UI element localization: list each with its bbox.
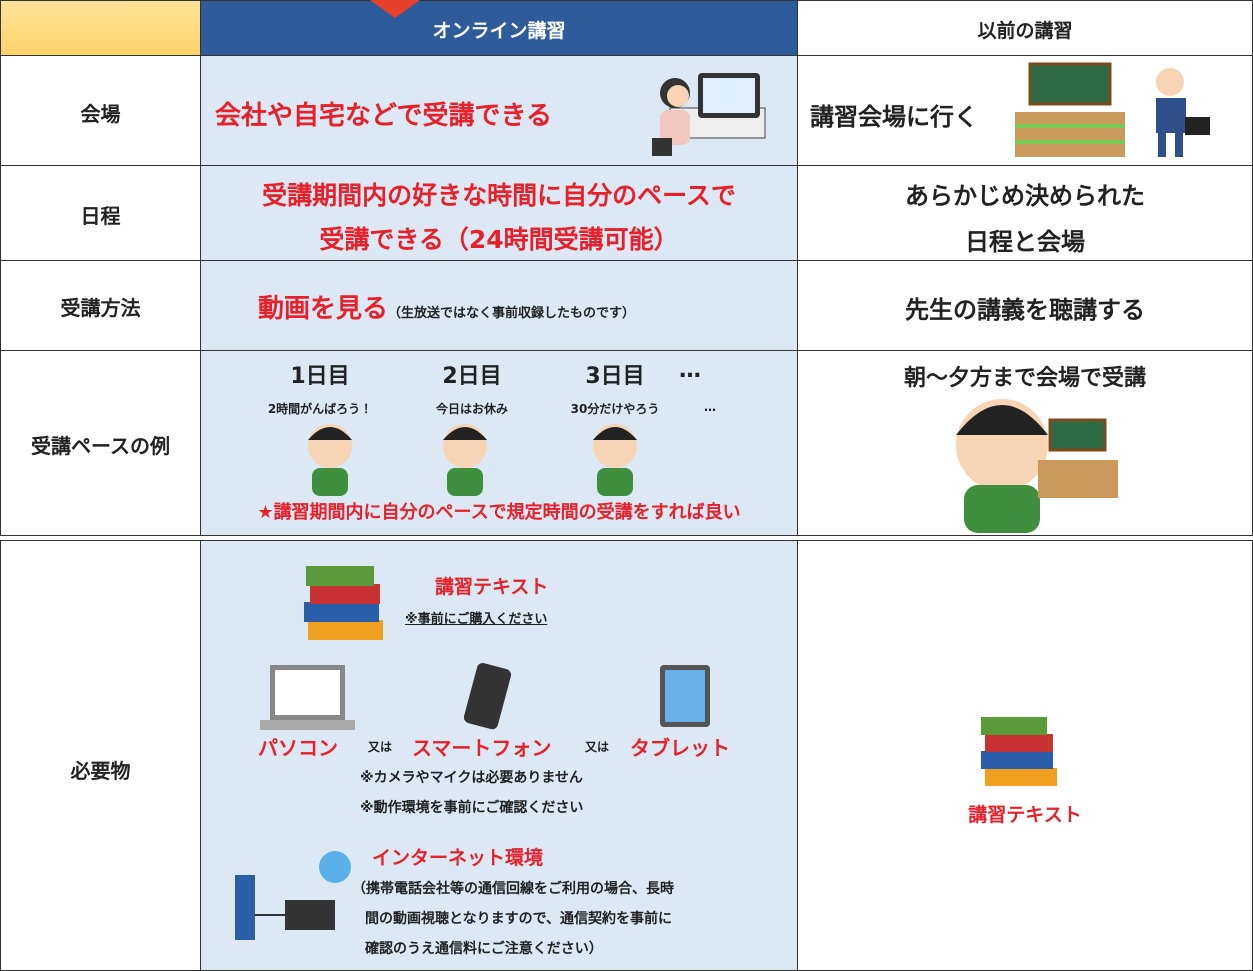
plan: 今日はお休み <box>435 402 508 416</box>
illustration-people <box>308 424 637 496</box>
corner-cell <box>0 0 201 56</box>
previous-text: 講習テキスト <box>968 804 1082 826</box>
plan: 30分だけやろう <box>570 402 660 416</box>
item-note: （携帯電話会社等の通信回線をご利用の場合、長時 <box>352 881 674 897</box>
illustration-student <box>956 399 1118 533</box>
device-note: ※カメラやマイクは必要ありません <box>360 770 583 786</box>
previous-text: 日程と会場 <box>965 228 1085 256</box>
online-cell <box>200 165 798 261</box>
pointer <box>370 0 420 18</box>
row-label: 会場 <box>80 102 121 126</box>
header-cell <box>200 0 798 56</box>
row-label: 必要物 <box>70 759 131 783</box>
illustration-online <box>652 73 766 156</box>
item-note: 間の動画視聴となりますので、通信契約を事前に <box>365 911 673 927</box>
device: パソコン <box>258 736 338 760</box>
illustration-router <box>235 851 351 940</box>
device: タブレット <box>630 736 730 760</box>
online-line: 動画を見る（生放送ではなく事前収録したものです） <box>258 288 635 325</box>
item-title: インターネット環境 <box>372 847 544 869</box>
or-text: 又は <box>368 740 393 754</box>
device-note: ※動作環境を事前にご確認ください <box>360 800 584 816</box>
row-label: 受講ペースの例 <box>31 434 170 458</box>
day: 2日目 <box>442 364 502 389</box>
item-note: ※事前にご購入ください <box>405 608 547 627</box>
illustration-venue <box>1015 62 1210 157</box>
online-text: 動画を見る <box>258 294 389 324</box>
or-text: 又は <box>585 740 610 754</box>
illustration-books <box>981 717 1057 786</box>
online-note: ★講習期間内に自分のペースで規定時間の受講をすれば良い <box>257 502 741 523</box>
item-note: 確認のうえ通信料にご注意ください） <box>365 941 603 957</box>
header-previous: 以前の講習 <box>977 20 1073 42</box>
item-note: ※事前にご購入ください <box>405 612 548 627</box>
row-label: 日程 <box>80 204 121 228</box>
item-title: 講習テキスト <box>435 576 549 598</box>
plan: 2時間がんばろう！ <box>267 402 373 416</box>
day: 1日目 <box>290 364 350 389</box>
row-label: 受講方法 <box>60 296 141 320</box>
previous-text: あらかじめ決められた <box>905 182 1145 210</box>
online-text: 受講期間内の好きな時間に自分のペースで <box>262 181 736 210</box>
online-note: （生放送ではなく事前収録したものです） <box>388 306 636 321</box>
online-text: 会社や自宅などで受講できる <box>215 101 552 131</box>
device: スマートフォン <box>412 736 552 760</box>
illustration-books <box>304 566 383 640</box>
day: 3日目 <box>585 364 645 389</box>
previous-text: 朝〜夕方まで会場で受講 <box>903 366 1146 391</box>
online-cell <box>200 350 798 536</box>
header-online: オンライン講習 <box>432 20 566 42</box>
plan: … <box>704 400 716 414</box>
previous-text: 先生の講義を聴講する <box>905 296 1145 324</box>
previous-text: 講習会場に行く <box>810 103 978 131</box>
illustration-devices <box>260 663 710 730</box>
online-text: 受講できる（24時間受講可能） <box>319 225 679 254</box>
day: … <box>679 358 701 383</box>
